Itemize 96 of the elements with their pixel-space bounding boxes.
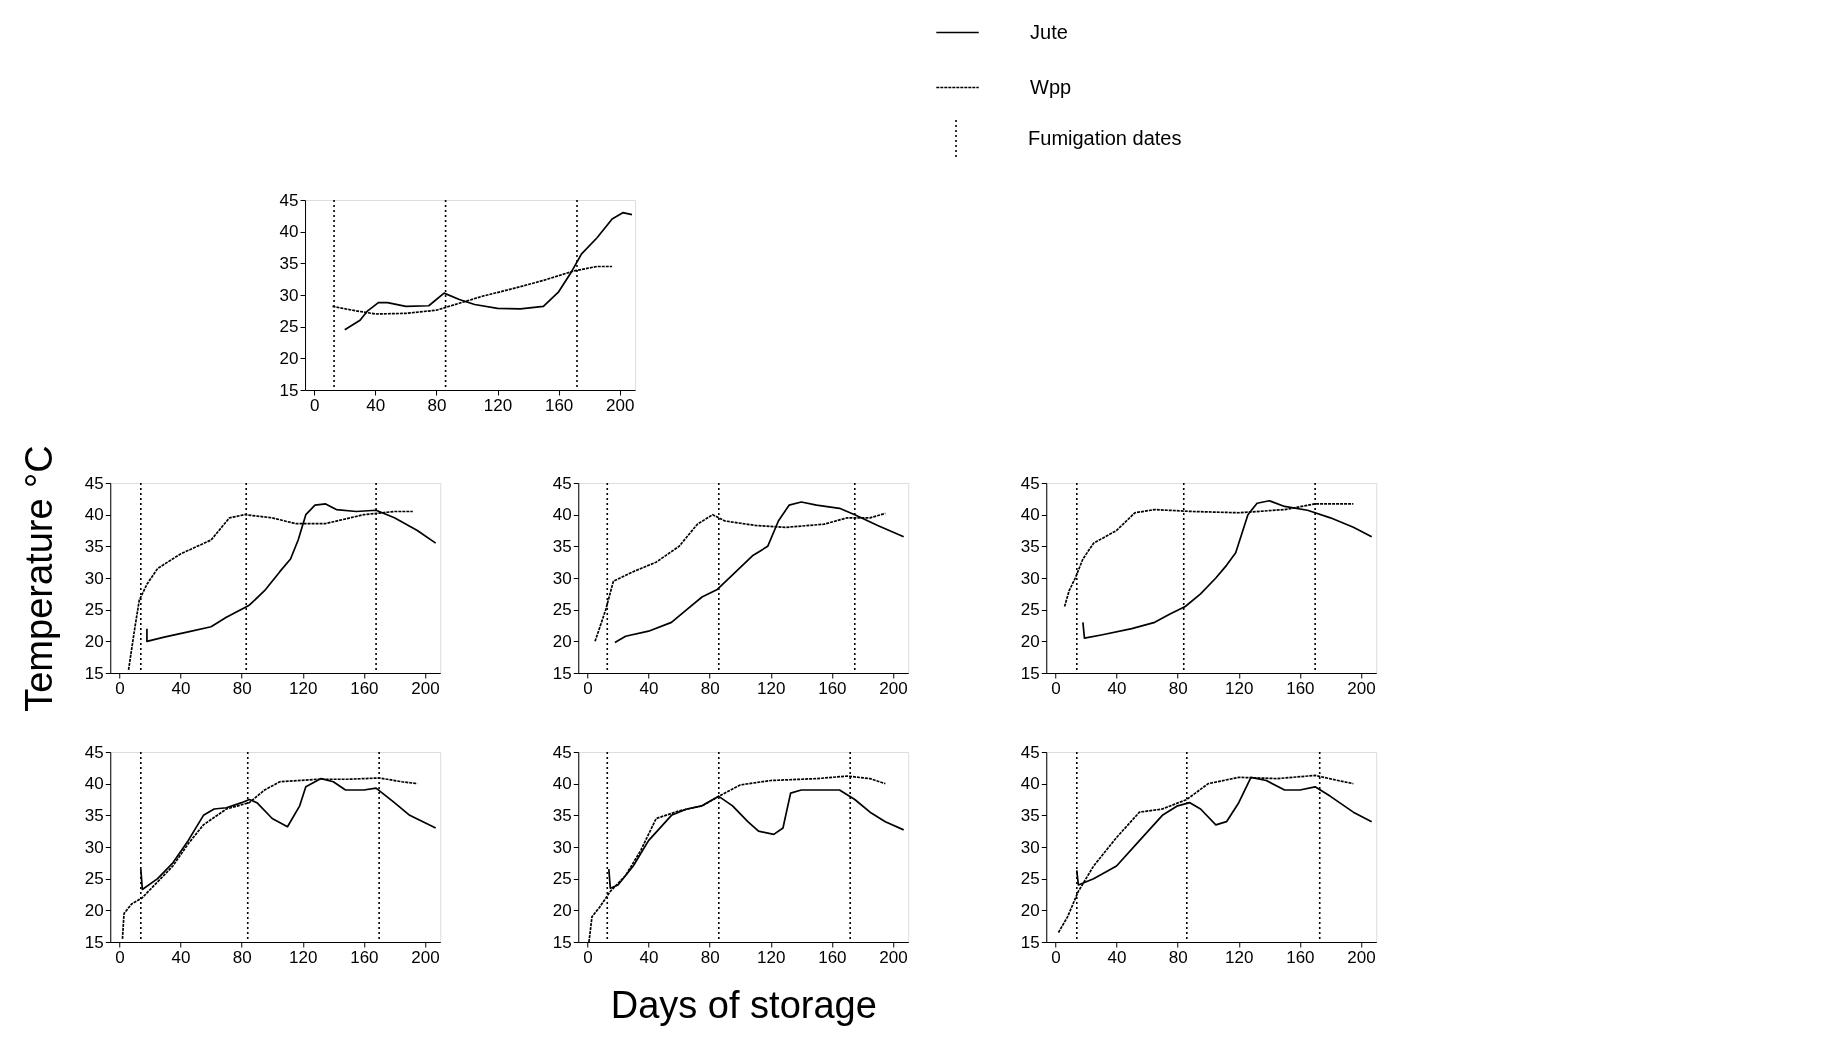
x-tick-label: 160: [350, 947, 379, 967]
x-tick-label: 160: [1286, 678, 1315, 698]
x-tick-label: 120: [483, 395, 513, 415]
y-tick-label: 40: [279, 222, 299, 242]
y-tick-label: 20: [279, 348, 299, 368]
text: Wpp: [1030, 75, 1072, 98]
x-tick-label: 120: [289, 947, 318, 967]
y-tick-label: 30: [1020, 837, 1040, 857]
y-tick-label: 25: [84, 600, 104, 620]
x-tick-label: 80: [700, 678, 720, 698]
x-tick-label: 0: [1051, 678, 1061, 698]
y-tick-label: 15: [279, 380, 299, 400]
y-tick-label: 45: [279, 190, 299, 210]
y-tick-label: 35: [84, 805, 104, 825]
y-tick-label: 25: [552, 600, 572, 620]
y-tick-label: 20: [84, 900, 104, 920]
x-tick-label: 80: [1168, 947, 1188, 967]
y-tick-label: 15: [1020, 932, 1040, 952]
y-tick-label: 20: [552, 900, 572, 920]
y-tick-label: 40: [552, 774, 572, 794]
y-tick-label: 40: [84, 505, 104, 525]
y-tick-label: 35: [1020, 536, 1040, 556]
x-tick-label: 200: [606, 395, 635, 415]
x-tick-label: 120: [1225, 947, 1254, 967]
x-tick-label: 200: [411, 947, 440, 967]
x-tick-label: 0: [115, 947, 125, 967]
x-tick-label: 80: [1168, 678, 1188, 698]
y-tick-label: 35: [552, 805, 572, 825]
x-tick-label: 40: [639, 678, 659, 698]
x-tick-label: 40: [366, 395, 386, 415]
y-tick-label: 40: [1020, 505, 1040, 525]
x-tick-label: 200: [1347, 947, 1376, 967]
y-tick-label: 15: [552, 663, 572, 683]
x-tick-label: 160: [818, 678, 847, 698]
y-tick-label: 35: [1020, 805, 1040, 825]
y-tick-label: 45: [552, 473, 572, 493]
y-tick-label: 30: [1020, 568, 1040, 588]
y-tick-label: 40: [84, 774, 104, 794]
x-tick-label: 0: [309, 395, 320, 415]
x-tick-label: 120: [757, 678, 786, 698]
y-tick-label: 45: [1020, 473, 1040, 493]
x-tick-label: 0: [115, 678, 125, 698]
y-tick-label: 30: [552, 568, 572, 588]
y-axis-title: Temperature °C: [17, 445, 60, 712]
y-tick-label: 40: [552, 505, 572, 525]
x-tick-label: 120: [289, 678, 318, 698]
x-axis-title: Days of storage: [610, 983, 877, 1026]
y-tick-label: 30: [552, 837, 572, 857]
y-tick-label: 25: [279, 317, 299, 337]
y-tick-label: 20: [552, 631, 572, 651]
x-tick-label: 200: [1347, 678, 1376, 698]
y-tick-label: 15: [84, 932, 104, 952]
x-tick-label: 120: [1225, 678, 1254, 698]
x-tick-label: 40: [639, 947, 659, 967]
y-tick-label: 20: [84, 631, 104, 651]
x-tick-label: 160: [544, 395, 574, 415]
x-tick-label: 0: [583, 678, 593, 698]
y-tick-label: 45: [1020, 742, 1040, 762]
y-tick-label: 25: [1020, 869, 1040, 889]
y-tick-label: 45: [552, 742, 572, 762]
x-tick-label: 40: [171, 947, 191, 967]
x-tick-label: 40: [1107, 678, 1127, 698]
x-tick-label: 160: [350, 678, 379, 698]
x-tick-label: 80: [700, 947, 720, 967]
x-tick-label: 160: [1286, 947, 1315, 967]
x-tick-label: 80: [232, 678, 252, 698]
x-tick-label: 80: [232, 947, 252, 967]
x-tick-label: 200: [411, 678, 440, 698]
x-tick-label: 0: [1051, 947, 1061, 967]
x-tick-label: 40: [171, 678, 191, 698]
y-tick-label: 25: [552, 869, 572, 889]
y-tick-label: 20: [1020, 900, 1040, 920]
x-tick-label: 80: [427, 395, 447, 415]
text: Jute: [1030, 20, 1068, 43]
x-tick-label: 160: [818, 947, 847, 967]
x-tick-label: 200: [879, 678, 908, 698]
y-tick-label: 35: [279, 253, 299, 273]
y-tick-label: 30: [279, 285, 299, 305]
y-tick-label: 15: [84, 663, 104, 683]
x-tick-label: 40: [1107, 947, 1127, 967]
x-tick-label: 200: [879, 947, 908, 967]
y-tick-label: 25: [1020, 600, 1040, 620]
x-tick-label: 0: [583, 947, 593, 967]
text: Fumigation dates: [1028, 127, 1182, 149]
y-tick-label: 15: [552, 932, 572, 952]
y-tick-label: 35: [84, 536, 104, 556]
y-tick-label: 40: [1020, 774, 1040, 794]
y-tick-label: 15: [1020, 663, 1040, 683]
x-tick-label: 120: [757, 947, 786, 967]
y-tick-label: 20: [1020, 631, 1040, 651]
y-tick-label: 35: [552, 536, 572, 556]
y-tick-label: 25: [84, 869, 104, 889]
y-tick-label: 45: [84, 473, 104, 493]
y-tick-label: 30: [84, 568, 104, 588]
y-tick-label: 30: [84, 837, 104, 857]
y-tick-label: 45: [84, 742, 104, 762]
